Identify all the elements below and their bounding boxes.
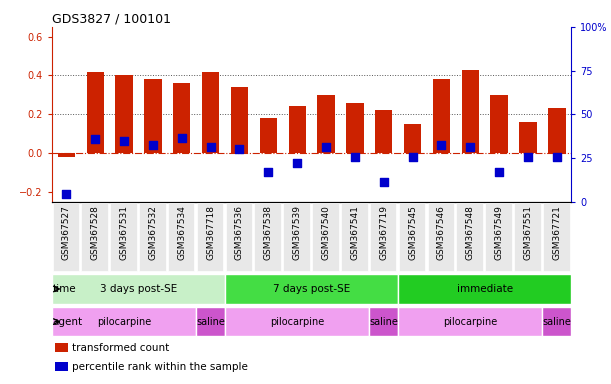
FancyBboxPatch shape bbox=[110, 203, 137, 271]
Point bbox=[350, 154, 360, 160]
Text: 7 days post-SE: 7 days post-SE bbox=[273, 284, 350, 294]
Text: GSM367545: GSM367545 bbox=[408, 205, 417, 260]
Bar bbox=[231, 87, 248, 153]
Point bbox=[494, 169, 504, 175]
Bar bbox=[491, 95, 508, 153]
Text: saline: saline bbox=[543, 316, 571, 327]
FancyBboxPatch shape bbox=[81, 203, 108, 271]
Text: immediate: immediate bbox=[456, 284, 513, 294]
Point bbox=[437, 142, 447, 148]
Text: GSM367540: GSM367540 bbox=[321, 205, 331, 260]
Text: GSM367527: GSM367527 bbox=[62, 205, 71, 260]
Point bbox=[552, 154, 562, 160]
Text: GSM367532: GSM367532 bbox=[148, 205, 158, 260]
Point bbox=[62, 191, 71, 197]
Bar bbox=[433, 79, 450, 153]
FancyBboxPatch shape bbox=[168, 203, 194, 271]
FancyBboxPatch shape bbox=[52, 307, 196, 336]
Bar bbox=[548, 108, 566, 153]
Text: GSM367551: GSM367551 bbox=[524, 205, 533, 260]
Bar bbox=[404, 124, 421, 153]
Text: pilocarpine: pilocarpine bbox=[97, 316, 151, 327]
FancyBboxPatch shape bbox=[197, 203, 224, 271]
Bar bbox=[87, 71, 104, 153]
FancyBboxPatch shape bbox=[196, 307, 225, 336]
Point bbox=[408, 154, 417, 160]
Bar bbox=[260, 118, 277, 153]
Bar bbox=[54, 343, 68, 352]
Text: GSM367539: GSM367539 bbox=[293, 205, 302, 260]
Text: saline: saline bbox=[369, 316, 398, 327]
Text: GSM367536: GSM367536 bbox=[235, 205, 244, 260]
Text: GSM367549: GSM367549 bbox=[495, 205, 503, 260]
Point bbox=[523, 154, 533, 160]
Text: transformed count: transformed count bbox=[71, 343, 169, 353]
Point bbox=[206, 144, 216, 150]
Point bbox=[321, 144, 331, 150]
Text: agent: agent bbox=[52, 316, 82, 327]
Bar bbox=[288, 106, 306, 153]
Text: GSM367546: GSM367546 bbox=[437, 205, 446, 260]
Text: pilocarpine: pilocarpine bbox=[443, 316, 497, 327]
FancyBboxPatch shape bbox=[139, 203, 166, 271]
Text: GSM367541: GSM367541 bbox=[350, 205, 359, 260]
FancyBboxPatch shape bbox=[398, 274, 571, 304]
FancyBboxPatch shape bbox=[370, 203, 397, 271]
Text: GSM367719: GSM367719 bbox=[379, 205, 388, 260]
Text: GSM367548: GSM367548 bbox=[466, 205, 475, 260]
Bar bbox=[462, 70, 479, 153]
Point bbox=[263, 169, 273, 175]
Point bbox=[90, 136, 100, 142]
Text: time: time bbox=[52, 284, 76, 294]
FancyBboxPatch shape bbox=[456, 203, 483, 271]
Point bbox=[379, 179, 389, 185]
Point bbox=[177, 134, 187, 141]
Bar bbox=[317, 95, 335, 153]
Bar bbox=[54, 362, 68, 371]
FancyBboxPatch shape bbox=[284, 203, 310, 271]
Text: 3 days post-SE: 3 days post-SE bbox=[100, 284, 177, 294]
Text: pilocarpine: pilocarpine bbox=[270, 316, 324, 327]
Text: GSM367528: GSM367528 bbox=[90, 205, 100, 260]
FancyBboxPatch shape bbox=[543, 307, 571, 336]
Text: GSM367534: GSM367534 bbox=[177, 205, 186, 260]
Text: percentile rank within the sample: percentile rank within the sample bbox=[71, 362, 247, 372]
FancyBboxPatch shape bbox=[398, 307, 543, 336]
FancyBboxPatch shape bbox=[225, 307, 369, 336]
FancyBboxPatch shape bbox=[53, 203, 79, 271]
FancyBboxPatch shape bbox=[428, 203, 454, 271]
FancyBboxPatch shape bbox=[225, 274, 398, 304]
Bar bbox=[519, 122, 536, 153]
Text: GSM367538: GSM367538 bbox=[264, 205, 273, 260]
Bar bbox=[57, 153, 75, 157]
Bar bbox=[144, 79, 161, 153]
Text: GSM367718: GSM367718 bbox=[206, 205, 215, 260]
Text: GSM367531: GSM367531 bbox=[120, 205, 128, 260]
FancyBboxPatch shape bbox=[52, 274, 225, 304]
FancyBboxPatch shape bbox=[399, 203, 425, 271]
Text: GSM367721: GSM367721 bbox=[552, 205, 562, 260]
Bar bbox=[202, 71, 219, 153]
Bar bbox=[346, 103, 364, 153]
FancyBboxPatch shape bbox=[225, 203, 252, 271]
Point bbox=[292, 160, 302, 166]
FancyBboxPatch shape bbox=[369, 307, 398, 336]
FancyBboxPatch shape bbox=[543, 203, 569, 271]
Point bbox=[148, 142, 158, 148]
Point bbox=[119, 138, 129, 144]
Bar bbox=[115, 75, 133, 153]
Point bbox=[235, 146, 244, 152]
Text: saline: saline bbox=[196, 316, 225, 327]
FancyBboxPatch shape bbox=[312, 203, 338, 271]
Bar bbox=[375, 110, 392, 153]
Text: GDS3827 / 100101: GDS3827 / 100101 bbox=[52, 13, 171, 26]
FancyBboxPatch shape bbox=[514, 203, 541, 271]
FancyBboxPatch shape bbox=[341, 203, 368, 271]
FancyBboxPatch shape bbox=[485, 203, 512, 271]
FancyBboxPatch shape bbox=[255, 203, 281, 271]
Bar bbox=[173, 83, 191, 153]
Point bbox=[466, 144, 475, 150]
